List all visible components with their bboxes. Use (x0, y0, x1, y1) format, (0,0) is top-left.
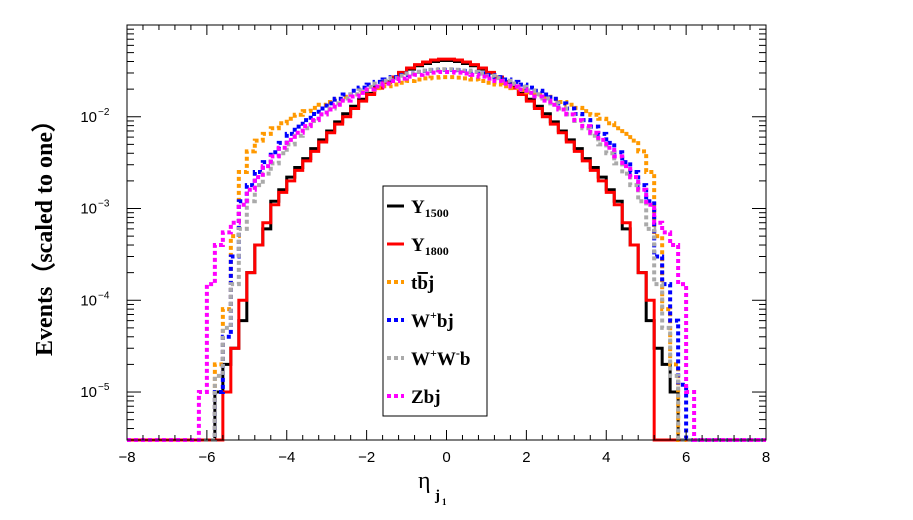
histogram-series-group (127, 57, 766, 442)
legend-box (382, 185, 488, 417)
y-tick-label: 10 (80, 109, 97, 126)
x-tick-label: −2 (358, 449, 375, 466)
x-axis-label-sub: j (434, 488, 440, 504)
y-tick-exponent: −4 (98, 290, 110, 301)
x-axis-label: η j 1 (418, 468, 447, 507)
y-axis-label: Events（scaled to one） (31, 108, 58, 356)
legend: Y1500 Y1800 tbj W+bj W+W-b Zbj (382, 185, 488, 417)
x-tick-label: 2 (522, 449, 530, 466)
x-tick-label: 0 (442, 449, 450, 466)
legend-label-Y1800: Y1800 (411, 235, 449, 258)
x-tick-label: 4 (602, 449, 610, 466)
series-Zbj (127, 70, 766, 442)
legend-label-W+W-b: W+W-b (411, 346, 470, 370)
legend-label-Zbj: Zbj (411, 387, 441, 408)
x-axis-label-subsub: 1 (442, 497, 447, 507)
y-tick-exponent: −5 (98, 382, 110, 393)
y-tick-label: 10 (80, 292, 97, 309)
series-Y1800 (127, 57, 766, 442)
x-tick-label: −8 (118, 449, 135, 466)
x-tick-label: 6 (682, 449, 690, 466)
x-tick-label: −4 (278, 449, 295, 466)
x-tick-label: −6 (198, 449, 215, 466)
legend-label-Y1500: Y1500 (411, 197, 449, 220)
y-tick-label: 10 (80, 201, 97, 218)
y-tick-exponent: −2 (98, 107, 110, 118)
axes-group: −8 −6 −4 −2 0 2 4 6 810−510−410−310−2 (80, 24, 770, 466)
legend-label-tbbarj: tbj (411, 273, 434, 294)
series-tbbarj (127, 75, 766, 442)
y-tick-exponent: −3 (98, 199, 110, 210)
series-W+bj (127, 67, 766, 442)
x-tick-label: 8 (762, 449, 770, 466)
y-tick-label: 10 (80, 384, 97, 401)
x-axis-label-main: η (418, 468, 431, 494)
series-W+W-b (127, 67, 766, 442)
legend-label-W+bj: W+bj (411, 308, 454, 332)
